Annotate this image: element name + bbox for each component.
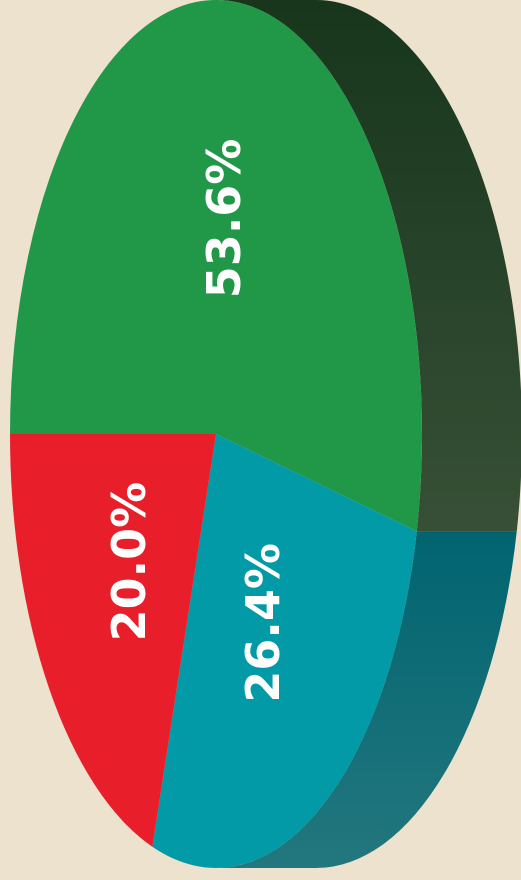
slice-label: 53.6% xyxy=(197,139,251,299)
slice-label: 20.0% xyxy=(102,482,156,642)
pie-slice xyxy=(10,0,422,532)
pie-slice xyxy=(10,434,216,847)
pie-side xyxy=(216,0,521,532)
pie-slice xyxy=(152,434,417,869)
pie-side xyxy=(216,531,517,868)
slice-label: 26.4% xyxy=(236,543,290,703)
